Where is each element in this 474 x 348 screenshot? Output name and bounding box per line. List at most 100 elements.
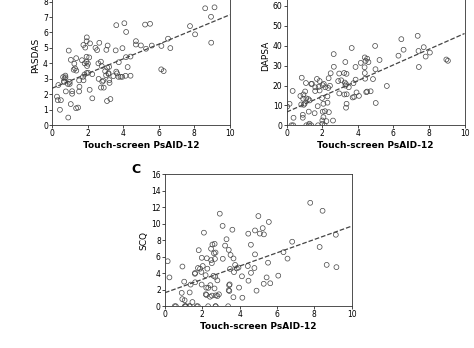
Point	[83, 34, 91, 40]
Point	[198, 255, 206, 261]
Point	[79, 74, 87, 80]
Point	[443, 57, 450, 62]
Point	[206, 294, 214, 300]
Point	[62, 73, 69, 78]
Point	[181, 279, 188, 284]
Point	[314, 103, 321, 109]
Point	[102, 72, 110, 78]
Point	[233, 266, 241, 271]
Point	[118, 74, 126, 80]
Point	[142, 46, 150, 52]
Point	[264, 260, 272, 266]
Point	[319, 101, 327, 106]
Point	[395, 53, 402, 58]
Point	[102, 47, 110, 53]
Point	[376, 57, 383, 63]
Point	[308, 81, 316, 87]
Point	[361, 76, 369, 81]
Point	[311, 85, 319, 90]
Point	[98, 63, 106, 69]
Point	[182, 303, 190, 309]
Point	[324, 85, 332, 91]
Point	[355, 93, 363, 99]
Point	[308, 122, 315, 128]
Point	[84, 61, 91, 66]
Point	[57, 97, 64, 103]
Point	[191, 32, 199, 37]
Point	[83, 39, 91, 44]
Point	[106, 77, 113, 83]
Point	[225, 287, 232, 293]
Point	[224, 303, 232, 309]
Point	[81, 72, 88, 77]
Point	[255, 213, 262, 219]
Point	[371, 43, 379, 49]
Point	[265, 219, 273, 225]
Point	[214, 293, 221, 299]
Point	[115, 60, 123, 65]
Point	[300, 92, 307, 97]
Point	[117, 74, 124, 79]
X-axis label: Touch-screen PsAID-12: Touch-screen PsAID-12	[83, 141, 199, 150]
Point	[62, 74, 69, 80]
Point	[146, 21, 154, 26]
Point	[68, 91, 76, 96]
Point	[364, 56, 371, 62]
Point	[157, 66, 165, 72]
Point	[305, 109, 312, 114]
Point	[211, 241, 219, 247]
Point	[251, 228, 259, 233]
Point	[316, 88, 323, 93]
Point	[302, 96, 310, 101]
Point	[361, 55, 368, 60]
Point	[164, 259, 172, 264]
Point	[308, 81, 315, 87]
Point	[320, 81, 328, 87]
Point	[207, 246, 215, 252]
Point	[124, 64, 131, 70]
Point	[127, 73, 134, 79]
Y-axis label: SCQ: SCQ	[139, 231, 148, 250]
Point	[372, 100, 380, 106]
Point	[191, 279, 199, 285]
Point	[300, 102, 308, 108]
Point	[297, 102, 305, 107]
Point	[324, 100, 331, 105]
Point	[68, 88, 76, 94]
Point	[319, 118, 326, 123]
X-axis label: Touch-screen PsAID-12: Touch-screen PsAID-12	[318, 141, 434, 150]
Point	[318, 95, 326, 101]
Point	[321, 109, 329, 114]
Point	[226, 282, 233, 287]
Point	[186, 303, 193, 309]
Point	[122, 54, 130, 60]
Point	[99, 79, 106, 85]
X-axis label: Touch-screen PsAID-12: Touch-screen PsAID-12	[200, 322, 317, 331]
Point	[352, 64, 359, 70]
Point	[85, 55, 93, 60]
Point	[187, 282, 194, 287]
Point	[106, 80, 113, 86]
Point	[341, 92, 348, 97]
Point	[400, 47, 407, 53]
Point	[337, 78, 345, 83]
Point	[141, 22, 149, 27]
Point	[301, 101, 309, 106]
Point	[305, 96, 312, 102]
Point	[189, 299, 196, 305]
Point	[97, 85, 105, 90]
Point	[82, 45, 89, 50]
Point	[118, 45, 126, 51]
Point	[137, 43, 145, 48]
Point	[343, 101, 350, 106]
Point	[165, 275, 173, 280]
Point	[132, 38, 140, 44]
Point	[86, 87, 93, 93]
Point	[319, 114, 327, 120]
Point	[148, 43, 155, 48]
Point	[179, 296, 186, 302]
Point	[208, 260, 216, 266]
Point	[420, 45, 428, 50]
Point	[194, 303, 201, 309]
Point	[223, 236, 230, 242]
